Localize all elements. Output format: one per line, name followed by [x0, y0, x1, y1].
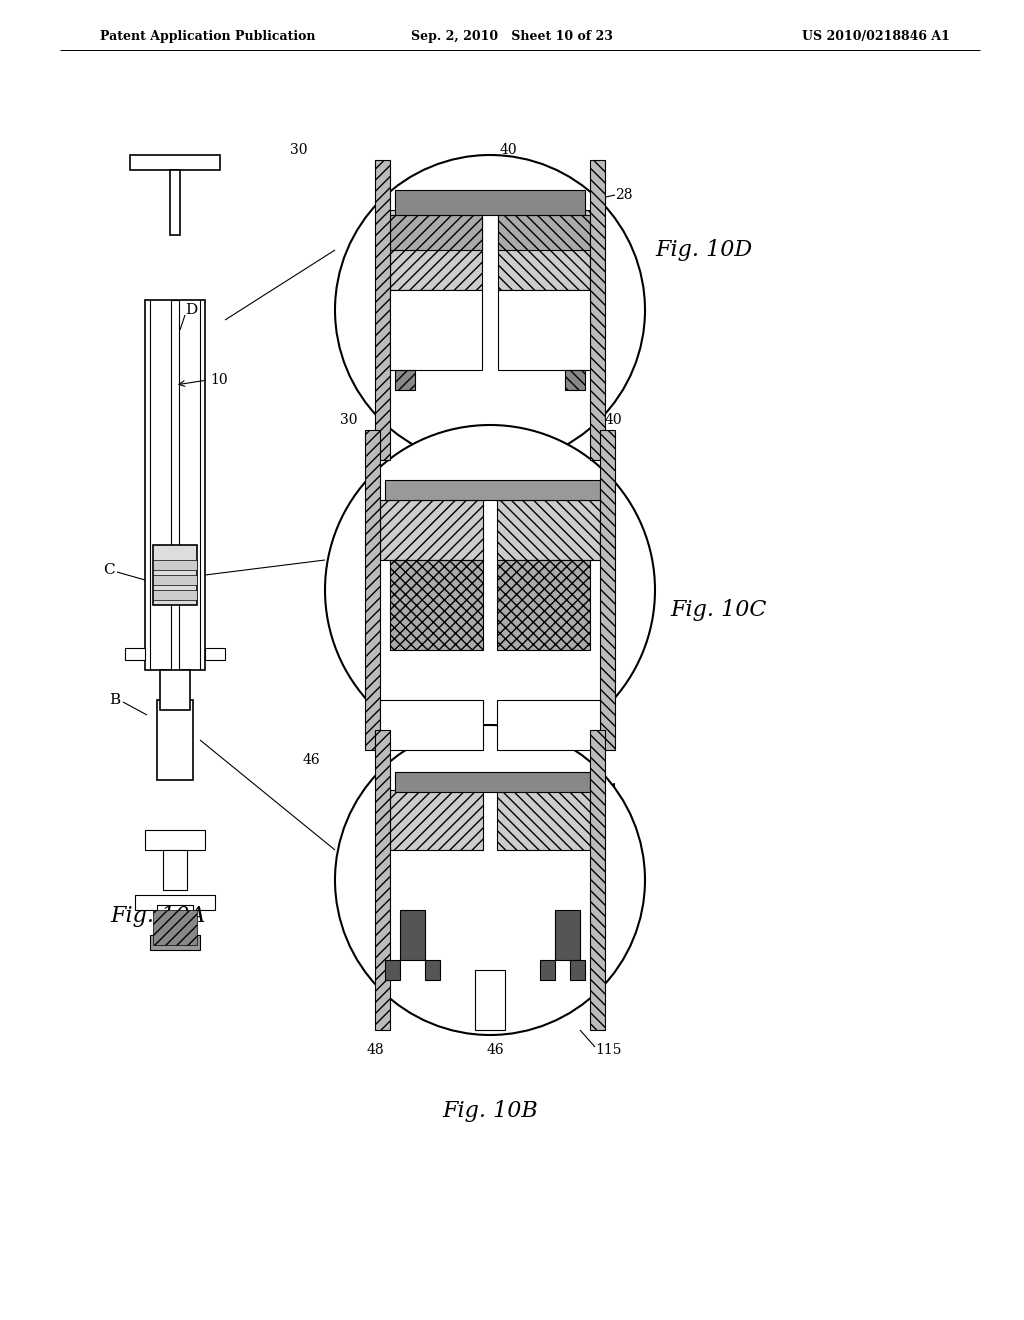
Bar	[135, 895, 215, 909]
Bar	[125, 648, 145, 660]
Bar	[600, 430, 615, 750]
Text: C: C	[103, 564, 115, 577]
Bar	[153, 576, 197, 585]
Circle shape	[325, 425, 655, 755]
Bar	[150, 935, 200, 950]
Bar	[390, 210, 482, 290]
Bar	[540, 960, 555, 979]
Bar	[145, 830, 205, 850]
Bar	[425, 960, 440, 979]
Text: 48: 48	[367, 1043, 384, 1057]
Bar	[590, 730, 605, 1030]
Text: 40: 40	[615, 313, 633, 327]
Bar	[380, 500, 483, 560]
Text: 26: 26	[510, 813, 527, 828]
Bar	[497, 700, 600, 750]
Circle shape	[335, 725, 645, 1035]
Text: Fig. 10B: Fig. 10B	[442, 1100, 538, 1122]
Text: 52: 52	[625, 593, 642, 607]
Bar	[497, 500, 600, 560]
Bar	[163, 850, 187, 890]
Bar	[498, 215, 590, 249]
Text: 38: 38	[570, 763, 588, 777]
Text: 24: 24	[615, 273, 633, 286]
Bar	[153, 545, 197, 605]
Text: 24: 24	[600, 783, 617, 797]
Text: 46: 46	[302, 752, 319, 767]
Text: 24: 24	[625, 558, 643, 572]
Bar	[385, 480, 600, 500]
Text: 30: 30	[340, 413, 357, 426]
Bar	[145, 300, 205, 671]
Bar	[498, 290, 590, 370]
Text: 46: 46	[390, 763, 408, 777]
Text: 113: 113	[510, 853, 537, 867]
Bar	[570, 960, 585, 979]
Bar	[475, 970, 505, 1030]
Text: Fig. 10A: Fig. 10A	[110, 906, 206, 927]
Text: 30: 30	[395, 293, 413, 308]
Bar	[205, 648, 225, 660]
Text: Fig. 10C: Fig. 10C	[670, 599, 766, 620]
Text: 40: 40	[605, 413, 623, 426]
Text: 34: 34	[625, 628, 643, 642]
Text: 46: 46	[486, 1043, 504, 1057]
Bar	[153, 909, 197, 945]
Bar	[365, 430, 380, 750]
Text: 50: 50	[335, 573, 352, 587]
Bar	[497, 789, 590, 850]
Bar	[565, 370, 585, 389]
Text: B: B	[109, 693, 120, 708]
Bar	[157, 700, 193, 780]
Bar	[171, 300, 179, 671]
Bar	[390, 560, 483, 649]
Bar	[375, 160, 390, 459]
Text: 40: 40	[530, 209, 548, 222]
Text: 46: 46	[580, 473, 598, 487]
Bar	[395, 190, 585, 215]
Text: 54: 54	[625, 523, 643, 537]
Bar	[590, 160, 605, 459]
Bar	[395, 772, 590, 792]
Bar	[380, 700, 483, 750]
Bar	[160, 671, 190, 710]
Bar	[395, 370, 415, 389]
Bar	[555, 909, 580, 960]
Bar	[385, 960, 400, 979]
Bar	[130, 154, 220, 170]
Text: Patent Application Publication: Patent Application Publication	[100, 30, 315, 44]
Bar	[498, 210, 590, 290]
Text: Sep. 2, 2010   Sheet 10 of 23: Sep. 2, 2010 Sheet 10 of 23	[411, 30, 613, 44]
Bar	[390, 215, 482, 249]
Bar	[153, 560, 197, 570]
Text: 115: 115	[595, 1043, 622, 1057]
Bar	[153, 590, 197, 601]
Bar	[170, 170, 180, 235]
Bar	[497, 560, 590, 649]
Text: 124: 124	[510, 833, 537, 847]
Bar	[400, 909, 425, 960]
Text: US 2010/0218846 A1: US 2010/0218846 A1	[802, 30, 950, 44]
Bar	[375, 730, 390, 1030]
Text: 28: 28	[615, 187, 633, 202]
Bar	[390, 290, 482, 370]
Text: 30: 30	[290, 143, 307, 157]
Text: 40: 40	[500, 143, 517, 157]
Bar	[390, 789, 483, 850]
Text: Fig. 10D: Fig. 10D	[655, 239, 753, 261]
Text: D: D	[185, 304, 198, 317]
Bar	[157, 906, 193, 931]
Text: 10: 10	[210, 374, 227, 387]
Circle shape	[335, 154, 645, 465]
